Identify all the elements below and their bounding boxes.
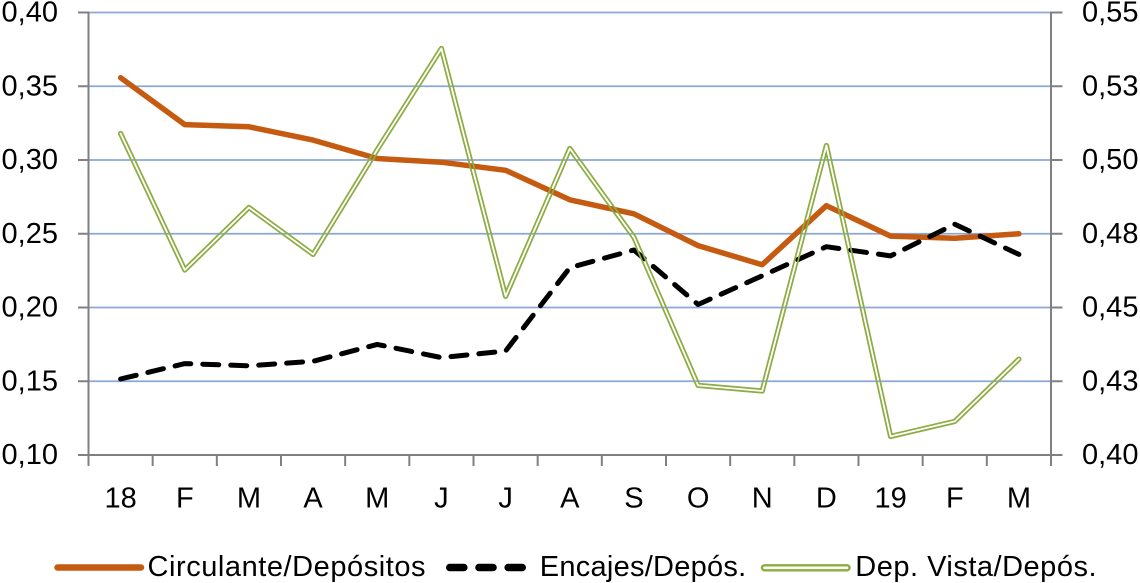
svg-text:J: J [498, 483, 513, 515]
svg-text:0,25: 0,25 [2, 218, 58, 250]
svg-text:0,50: 0,50 [1082, 144, 1138, 176]
svg-text:F: F [176, 483, 194, 515]
svg-text:Circulante/Depósitos: Circulante/Depósitos [148, 551, 427, 583]
svg-text:0,15: 0,15 [2, 365, 58, 397]
svg-text:M: M [1007, 483, 1031, 515]
svg-text:0,10: 0,10 [2, 439, 58, 471]
svg-text:M: M [237, 483, 261, 515]
svg-text:N: N [752, 483, 773, 515]
svg-text:19: 19 [874, 483, 906, 515]
svg-text:D: D [816, 483, 837, 515]
svg-text:0,30: 0,30 [2, 144, 58, 176]
svg-text:0,43: 0,43 [1082, 365, 1138, 397]
svg-text:O: O [687, 483, 710, 515]
svg-text:0,40: 0,40 [2, 0, 58, 29]
svg-text:18: 18 [104, 483, 136, 515]
svg-text:0,20: 0,20 [2, 292, 58, 324]
svg-text:A: A [303, 483, 323, 515]
svg-text:F: F [946, 483, 964, 515]
svg-text:Dep. Vista/Depós.: Dep. Vista/Depós. [855, 551, 1097, 583]
svg-text:0,45: 0,45 [1082, 292, 1138, 324]
svg-text:Encajes/Depós.: Encajes/Depós. [540, 551, 747, 583]
svg-text:0,55: 0,55 [1082, 0, 1138, 29]
svg-text:J: J [434, 483, 449, 515]
svg-text:0,40: 0,40 [1082, 439, 1138, 471]
svg-text:S: S [624, 483, 643, 515]
svg-text:0,48: 0,48 [1082, 218, 1138, 250]
svg-text:0,35: 0,35 [2, 71, 58, 103]
svg-text:M: M [365, 483, 389, 515]
svg-text:0,53: 0,53 [1082, 71, 1138, 103]
svg-text:A: A [560, 483, 580, 515]
